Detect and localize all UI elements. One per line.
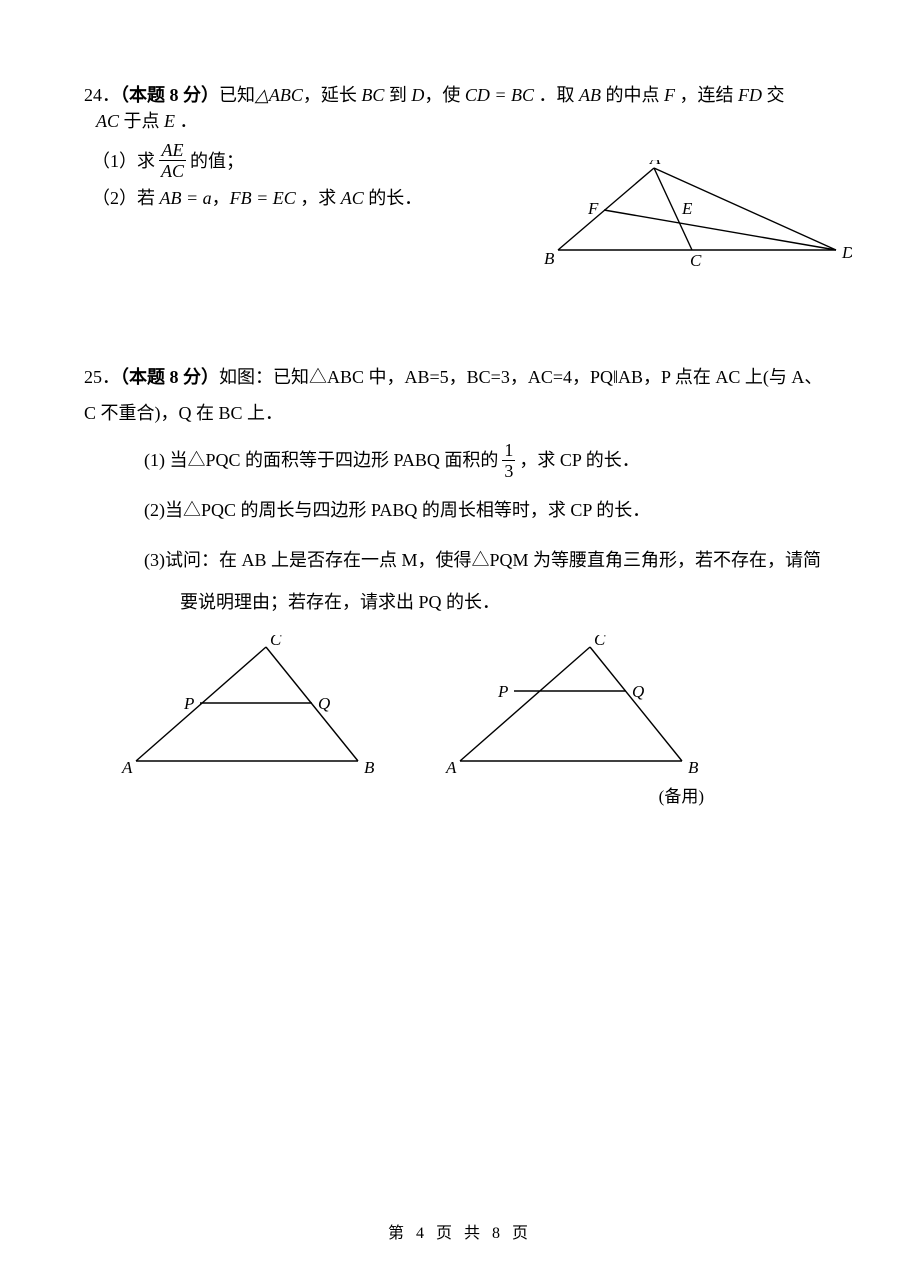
svg-text:Q: Q	[632, 682, 644, 701]
q24-points: （本题 8 分）	[120, 85, 219, 105]
q24-fraction-ae-ac: AE AC	[159, 140, 186, 181]
svg-text:C: C	[594, 635, 606, 649]
q25-figure-left: A B C P Q	[120, 635, 380, 807]
svg-text:B: B	[688, 758, 699, 775]
q24-ac: AC	[96, 111, 119, 131]
q25-subquestion-3: (3)试问：在 AB 上是否存在一点 M，使得△PQM 为等腰直角三角形，若不存…	[144, 539, 842, 581]
question-25: 25．（本题 8 分）如图：已知△ABC 中，AB=5，BC=3，AC=4，PQ…	[84, 359, 842, 807]
svg-text:C: C	[690, 251, 702, 270]
svg-text:P: P	[497, 682, 508, 701]
q25-number: 25．	[84, 367, 120, 387]
q24-t2: ，延长	[303, 85, 362, 105]
q24-fb-eq-ec: FB = EC	[230, 188, 296, 208]
q24-statement-line1: 24．（本题 8 分）已知△ABC，延长 BC 到 D，使 CD = BC ．取…	[84, 82, 842, 108]
q24-t10: ．	[175, 111, 198, 131]
q25-line2-text: C 不重合)，Q 在 BC 上．	[84, 403, 283, 423]
q24-t6: 的中点	[601, 85, 664, 105]
q24-t3: 到	[384, 85, 411, 105]
q25-subquestion-1: (1) 当△PQC 的面积等于四边形 PABQ 面积的 1 3 ，求 CP 的长…	[144, 439, 842, 481]
svg-text:B: B	[544, 249, 555, 268]
q24-sub2-prefix: （2）若	[92, 188, 160, 208]
q24-sub2-end: 的长．	[364, 188, 423, 208]
q25-figure-right: A B C P Q (备用)	[444, 635, 704, 807]
q24-t4: ，使	[424, 85, 465, 105]
q25-statement-line1: 25．（本题 8 分）如图：已知△ABC 中，AB=5，BC=3，AC=4，PQ…	[84, 359, 842, 395]
q24-t7: ，连结	[675, 85, 738, 105]
q24-sub1-prefix: （1）求	[92, 148, 155, 174]
q24-ab: AB	[579, 85, 601, 105]
q24-sub1-suffix: 的值；	[190, 148, 244, 174]
q25-points: （本题 8 分）	[120, 367, 219, 387]
svg-text:B: B	[364, 758, 375, 775]
q25-sub3-b: 要说明理由；若存在，请求出 PQ 的长．	[180, 592, 500, 612]
q25-sub1-b: ，求 CP 的长．	[519, 439, 639, 481]
q25-triangle-svg-left: A B C P Q	[120, 635, 380, 775]
q25-figures-row: A B C P Q A B C P Q (备用)	[120, 635, 842, 807]
q24-figure: A B C D F E	[536, 160, 852, 275]
q24-fd: FD	[738, 85, 762, 105]
q24-triangle-svg: A B C D F E	[536, 160, 852, 270]
q24-frac-num: AE	[160, 140, 186, 160]
svg-text:D: D	[841, 243, 852, 262]
q24-cd-eq-bc: CD = BC	[465, 85, 534, 105]
q24-sub2-mid: ，	[212, 188, 230, 208]
q24-frac-den: AC	[159, 161, 186, 181]
q25-subquestion-3-cont: 要说明理由；若存在，请求出 PQ 的长．	[180, 581, 842, 623]
q24-bc: BC	[361, 85, 384, 105]
q25-line1: 如图：已知△ABC 中，AB=5，BC=3，AC=4，PQ‖AB，P 点在 AC…	[219, 367, 822, 387]
svg-text:E: E	[681, 199, 693, 218]
q25-frac-num: 1	[502, 440, 515, 460]
q24-ab-eq-a: AB = a	[160, 188, 212, 208]
q25-sub3-a: (3)试问：在 AB 上是否存在一点 M，使得△PQM 为等腰直角三角形，若不存…	[144, 539, 821, 581]
q24-t8: 交	[762, 85, 785, 105]
q24-sub2-suffix: ，求	[296, 188, 341, 208]
q25-subquestion-2: (2)当△PQC 的周长与四边形 PABQ 的周长相等时，求 CP 的长．	[144, 489, 842, 531]
svg-text:A: A	[649, 160, 661, 168]
svg-text:F: F	[587, 199, 599, 218]
q25-triangle-svg-right: A B C P Q	[444, 635, 704, 775]
q25-fraction-1-3: 1 3	[502, 440, 515, 481]
svg-text:C: C	[270, 635, 282, 649]
q25-sub2-text: (2)当△PQC 的周长与四边形 PABQ 的周长相等时，求 CP 的长．	[144, 489, 650, 531]
q24-e: E	[164, 111, 175, 131]
footer-text: 第 4 页 共 8 页	[388, 1225, 532, 1242]
page-footer: 第 4 页 共 8 页	[0, 1219, 920, 1243]
q24-number: 24．	[84, 85, 120, 105]
q25-frac-den: 3	[502, 461, 515, 481]
q25-backup-label: (备用)	[444, 782, 704, 807]
question-24: 24．（本题 8 分）已知△ABC，延长 BC 到 D，使 CD = BC ．取…	[84, 82, 842, 211]
q24-statement-line2: AC 于点 E ．	[96, 108, 842, 134]
q25-statement-line2: C 不重合)，Q 在 BC 上．	[84, 395, 842, 431]
q24-d: D	[411, 85, 424, 105]
svg-text:A: A	[121, 758, 133, 775]
svg-text:Q: Q	[318, 694, 330, 713]
q24-f: F	[664, 85, 675, 105]
q24-t5: ．取	[534, 85, 579, 105]
q24-t9: 于点	[119, 111, 164, 131]
svg-text:P: P	[183, 694, 194, 713]
q24-t1: 已知	[219, 85, 255, 105]
svg-text:A: A	[445, 758, 457, 775]
q24-tri-abc: △ABC	[255, 85, 303, 105]
q24-ac2: AC	[341, 188, 364, 208]
q25-sub1-a: (1) 当△PQC 的面积等于四边形 PABQ 面积的	[144, 439, 498, 481]
